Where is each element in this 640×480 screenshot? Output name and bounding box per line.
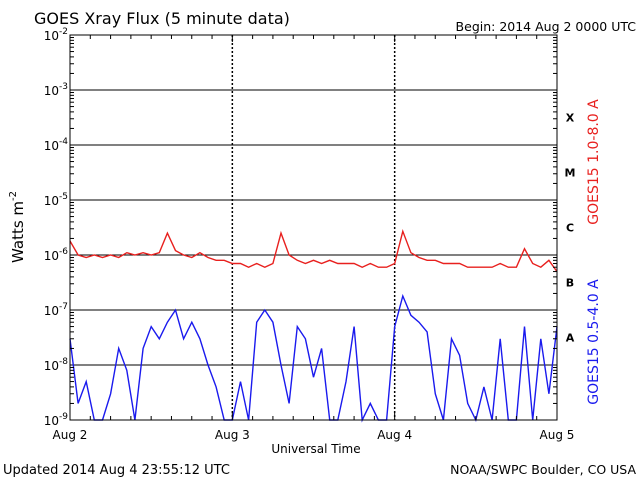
y-tick-exp: -5 (59, 192, 68, 202)
legend-short-channel: GOES15 0.5-4.0 A (586, 279, 602, 405)
flare-class-c: C (566, 222, 574, 235)
chart-series (69, 228, 558, 423)
chart-title: GOES Xray Flux (5 minute data) (34, 9, 290, 28)
y-tick-exp: -2 (59, 27, 68, 37)
y-tick-exp: -6 (59, 247, 68, 257)
y-tick-base: 10 (44, 29, 59, 43)
y-tick-base: 10 (44, 249, 59, 263)
updated-timestamp: Updated 2014 Aug 4 23:55:12 UTC (3, 463, 230, 478)
y-tick-exp: -9 (59, 412, 68, 422)
y-tick-exp: -3 (59, 82, 68, 92)
series-long-line (69, 228, 558, 273)
y-tick-label: 10-8 (44, 357, 69, 373)
y-tick-label: 10-3 (44, 82, 68, 98)
x-axis-ticks: Aug 2 Aug 3 Aug 4 Aug 5 (53, 35, 575, 442)
plot-border (69, 34, 558, 421)
y-tick-label: 10-6 (44, 247, 69, 263)
y-tick-label: 10-4 (44, 137, 69, 153)
y-tick-label: 10-5 (44, 192, 68, 208)
y-tick-label: 10-9 (44, 412, 69, 428)
x-tick-label: Aug 5 (540, 428, 575, 442)
y-tick-base: 10 (44, 84, 59, 98)
y-tick-base: 10 (44, 139, 59, 153)
x-tick-label: Aug 3 (215, 428, 250, 442)
x-tick-label: Aug 2 (53, 428, 88, 442)
begin-date: Begin: 2014 Aug 2 0000 UTC (456, 19, 637, 34)
legend-long-channel: GOES15 1.0-8.0 A (586, 99, 602, 225)
y-axis-label: Watts m-2 (8, 191, 27, 263)
credit-text: NOAA/SWPC Boulder, CO USA (450, 462, 636, 477)
series-short-line (69, 293, 558, 423)
x-tick-label: Aug 4 (377, 428, 412, 442)
y-tick-exp: -4 (59, 137, 68, 147)
y-tick-base: 10 (44, 304, 59, 318)
y-tick-label: 10-7 (44, 302, 68, 318)
y-tick-exp: -8 (59, 357, 68, 367)
y-tick-base: 10 (44, 414, 59, 428)
flare-class-a: A (566, 332, 575, 345)
flare-class-x: X (566, 112, 575, 125)
y-tick-exp: -7 (59, 302, 68, 312)
flare-class-labels: X M C B A (565, 112, 576, 345)
plot-frame (69, 34, 558, 421)
y-axis-label-base: Watts m (9, 201, 27, 263)
flare-class-m: M (565, 167, 576, 180)
y-tick-base: 10 (44, 194, 59, 208)
x-axis-label: Universal Time (271, 442, 360, 456)
y-axis-label-exp: -2 (8, 191, 19, 201)
flare-class-b: B (566, 277, 574, 290)
y-tick-label: 10-2 (44, 27, 68, 43)
chart-grid (70, 35, 557, 420)
y-tick-base: 10 (44, 359, 59, 373)
y-axis-ticks: 10-210-310-410-510-610-710-810-9 (44, 27, 557, 428)
